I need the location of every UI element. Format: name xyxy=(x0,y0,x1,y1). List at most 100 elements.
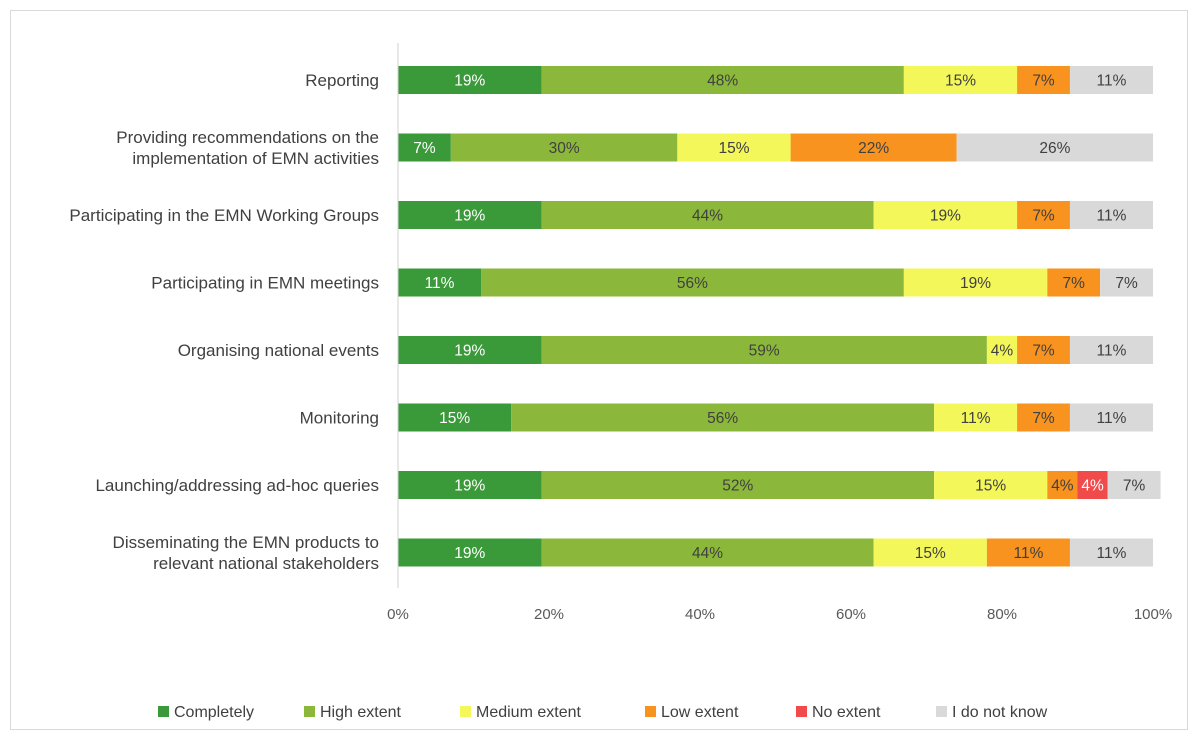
bar-segment xyxy=(398,201,542,229)
bar-segment xyxy=(903,66,1018,94)
x-tick-label: 0% xyxy=(387,606,409,623)
data-label: 44% xyxy=(692,545,723,562)
bar-segment xyxy=(1069,66,1153,94)
data-label: 11% xyxy=(1097,208,1127,225)
data-label: 7% xyxy=(1115,275,1138,292)
data-label: 56% xyxy=(677,275,708,292)
data-label: 19% xyxy=(454,478,485,495)
data-label: 11% xyxy=(1097,410,1127,427)
data-label: 19% xyxy=(930,208,961,225)
category-label: Launching/addressing ad-hoc queries xyxy=(95,476,379,495)
bar-segment xyxy=(1107,471,1161,499)
legend-label: I do not know xyxy=(952,704,1048,721)
bar-segment xyxy=(903,268,1048,297)
data-label: 7% xyxy=(1032,208,1055,225)
category-labels: Reporting Providing recommendations on th… xyxy=(69,71,379,573)
data-label: 7% xyxy=(1063,275,1086,292)
bar-segment xyxy=(934,403,1018,432)
data-label: 26% xyxy=(1039,140,1070,157)
data-label: 11% xyxy=(1013,545,1043,562)
legend-label: High extent xyxy=(320,704,401,721)
data-label: 15% xyxy=(915,545,946,562)
data-label: 19% xyxy=(454,208,485,225)
bar-segment xyxy=(986,538,1070,567)
bar-segment xyxy=(541,471,935,499)
category-label: Participating in EMN meetings xyxy=(151,274,379,293)
bar-segment xyxy=(541,538,874,567)
bar-segment xyxy=(1047,471,1078,499)
legend-swatch xyxy=(936,706,947,717)
bar-segment xyxy=(1047,268,1101,297)
data-label: 4% xyxy=(991,343,1014,360)
data-label: 15% xyxy=(718,140,749,157)
bar-segment xyxy=(986,336,1018,364)
data-label: 11% xyxy=(1097,73,1127,90)
data-label: 4% xyxy=(1051,478,1074,495)
legend-swatch xyxy=(460,706,471,717)
legend-swatch xyxy=(158,706,169,717)
data-label: 7% xyxy=(1123,478,1146,495)
bar-segment xyxy=(398,403,512,432)
legend-label: Completely xyxy=(174,704,254,721)
bar-segment xyxy=(398,538,542,567)
legend-swatch xyxy=(645,706,656,717)
bar-segment xyxy=(398,268,482,297)
bar-segment xyxy=(1100,268,1153,297)
bar-segment xyxy=(1069,403,1153,432)
category-label: implementation of EMN activities xyxy=(132,149,379,168)
data-label: 30% xyxy=(549,140,580,157)
bar-segment xyxy=(398,133,451,162)
data-label: 11% xyxy=(425,275,455,292)
data-label: 22% xyxy=(858,140,889,157)
bar-segment xyxy=(511,403,935,432)
legend: Completely High extent Medium extent Low ex… xyxy=(158,704,1048,721)
bar-segment xyxy=(450,133,678,162)
data-label: 11% xyxy=(1097,545,1127,562)
category-label: Reporting xyxy=(305,71,379,90)
bars-layer: 19% 48% 15% 7% 11% 7% 30% 15% 22% 26% 19% 44% 19% 7% 1… xyxy=(398,66,1161,567)
x-tick-label: 80% xyxy=(987,606,1017,623)
legend-label: Low extent xyxy=(661,704,739,721)
x-tick-label: 100% xyxy=(1134,606,1172,623)
bar-segment xyxy=(1069,538,1153,567)
category-label: Participating in the EMN Working Groups xyxy=(69,206,379,225)
data-label: 4% xyxy=(1081,478,1104,495)
data-label: 19% xyxy=(454,73,485,90)
data-label: 44% xyxy=(692,208,723,225)
bar-segment xyxy=(541,66,904,94)
chart-frame xyxy=(10,10,1188,730)
bar-segment xyxy=(1077,471,1108,499)
bar-segment xyxy=(1017,403,1070,432)
legend-label: No extent xyxy=(812,704,881,721)
x-axis: 0% 20% 40% 60% 80% 100% xyxy=(387,43,1172,623)
bar-segment xyxy=(541,336,987,364)
x-tick-label: 60% xyxy=(836,606,866,623)
bar-segment xyxy=(790,133,957,162)
data-label: 19% xyxy=(960,275,991,292)
category-label: Disseminating the EMN products to xyxy=(113,533,379,552)
bar-segment xyxy=(1017,336,1070,364)
legend-swatch xyxy=(304,706,315,717)
category-label: Providing recommendations on the xyxy=(116,128,379,147)
data-label: 19% xyxy=(454,343,485,360)
bar-segment xyxy=(1017,201,1070,229)
bar-segment xyxy=(1069,201,1153,229)
bar-segment xyxy=(1017,66,1070,94)
data-label: 15% xyxy=(945,73,976,90)
data-label: 59% xyxy=(749,343,780,360)
data-label: 15% xyxy=(439,410,470,427)
data-label: 7% xyxy=(413,140,436,157)
bar-segment xyxy=(541,201,874,229)
category-label: Monitoring xyxy=(300,409,379,428)
bar-segment xyxy=(873,201,1018,229)
data-label: 56% xyxy=(707,410,738,427)
category-label: Organising national events xyxy=(178,341,379,360)
category-label: relevant national stakeholders xyxy=(153,554,379,573)
bar-segment xyxy=(481,268,904,297)
legend-label: Medium extent xyxy=(476,704,581,721)
bar-segment xyxy=(1069,336,1153,364)
bar-segment xyxy=(934,471,1048,499)
x-tick-label: 40% xyxy=(685,606,715,623)
data-label: 7% xyxy=(1032,343,1055,360)
